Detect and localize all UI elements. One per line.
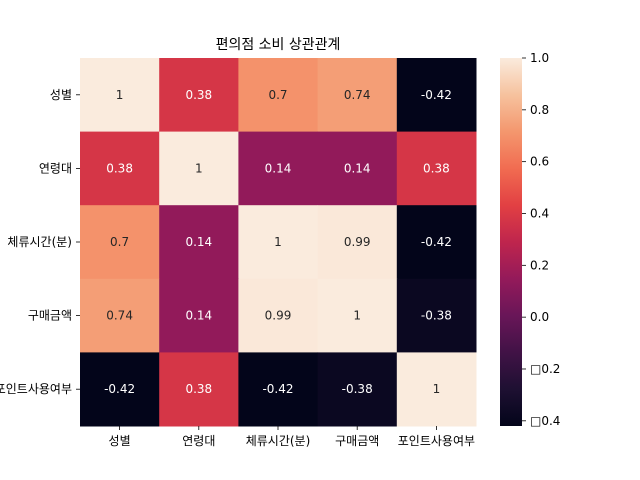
column-tick-label: 구매금액 [335, 434, 379, 448]
heatmap-cell [396, 58, 477, 133]
heatmap-cell [159, 205, 239, 280]
column-axis: 성별 연령대 체류시간(분) 구매금액 포인트사용여부 [109, 426, 475, 448]
cell-value-label: 0.7 [268, 88, 287, 102]
cell-value-label: -0.38 [342, 382, 373, 396]
heatmap-cell [396, 352, 477, 427]
cell-value-label: 0.14 [265, 161, 292, 175]
column-tick-label: 성별 [109, 434, 131, 448]
colorbar-tick-label: 1.0 [530, 51, 549, 65]
cell-value-label: -0.38 [421, 309, 452, 323]
cell-value-label: 0.14 [185, 235, 212, 249]
cell-value-label: -0.42 [262, 382, 293, 396]
heatmap-cell [396, 205, 477, 280]
cell-value-label: 1 [195, 161, 203, 175]
colorbar-tick-label: 0.8 [530, 103, 549, 117]
colorbar-tick-label: □0.4 [530, 414, 560, 428]
row-tick-label: 포인트사용여부 [0, 382, 72, 396]
cell-value-label: -0.42 [421, 88, 452, 102]
heatmap-cell [80, 131, 160, 206]
cell-value-label: 0.74 [106, 309, 133, 323]
chart-title: 편의점 소비 상관관계 [216, 37, 341, 53]
column-tick-label: 포인트사용여부 [398, 434, 475, 448]
heatmap-cell [159, 352, 239, 427]
colorbar-tick-label: 0.4 [530, 206, 549, 220]
colorbar-ticks: 1.0 0.8 0.6 0.4 0.2 0.0 □0.2 □0.4 [522, 51, 560, 428]
row-tick-label: 구매금액 [28, 309, 72, 323]
heatmap-cell [80, 205, 160, 280]
colorbar-tick-label: 0.0 [530, 310, 549, 324]
heatmap-cell [238, 352, 319, 427]
column-tick-label: 체류시간(분) [246, 434, 311, 448]
heatmap-cell [317, 205, 398, 280]
heatmap-cell [80, 278, 160, 353]
heatmap-cell [238, 131, 319, 206]
cell-value-label: 1 [274, 235, 282, 249]
colorbar [500, 58, 522, 426]
heatmap-cell [238, 205, 319, 280]
heatmap-cell [238, 278, 319, 353]
cell-value-label: 0.7 [110, 235, 129, 249]
cell-value-label: 0.14 [344, 161, 371, 175]
heatmap-cell [159, 58, 239, 133]
heatmap-cells: 1 0.38 0.7 0.74 -0.42 0.38 1 0.14 0.14 0.38 0.7 0.1… [80, 58, 477, 427]
colorbar-tick-label: □0.2 [530, 362, 560, 376]
cell-value-label: 1 [116, 88, 124, 102]
heatmap-cell [159, 278, 239, 353]
cell-value-label: 0.38 [185, 382, 212, 396]
column-tick-label: 연령대 [182, 434, 215, 448]
cell-value-label: 0.99 [344, 235, 371, 249]
heatmap-cell [396, 131, 477, 206]
heatmap-cell [317, 58, 398, 133]
cell-value-label: 0.38 [423, 161, 450, 175]
cell-value-label: 0.38 [185, 88, 212, 102]
cell-value-label: 1 [353, 309, 361, 323]
cell-value-label: -0.42 [104, 382, 135, 396]
heatmap-cell [317, 278, 398, 353]
heatmap-cell [80, 58, 160, 133]
cell-value-label: 1 [433, 382, 441, 396]
cell-value-label: 0.14 [185, 309, 212, 323]
row-tick-label: 성별 [50, 88, 72, 102]
heatmap-cell [80, 352, 160, 427]
colorbar-tick-label: 0.2 [530, 258, 549, 272]
colorbar-tick-label: 0.6 [530, 155, 549, 169]
heatmap-cell [317, 352, 398, 427]
row-tick-label: 연령대 [39, 161, 72, 175]
cell-value-label: -0.42 [421, 235, 452, 249]
row-tick-label: 체류시간(분) [7, 235, 72, 249]
heatmap-cell [238, 58, 319, 133]
cell-value-label: 0.74 [344, 88, 371, 102]
heatmap-cell [159, 131, 239, 206]
cell-value-label: 0.99 [265, 309, 292, 323]
cell-value-label: 0.38 [106, 161, 133, 175]
heatmap-cell [317, 131, 398, 206]
heatmap-cell [396, 278, 477, 353]
